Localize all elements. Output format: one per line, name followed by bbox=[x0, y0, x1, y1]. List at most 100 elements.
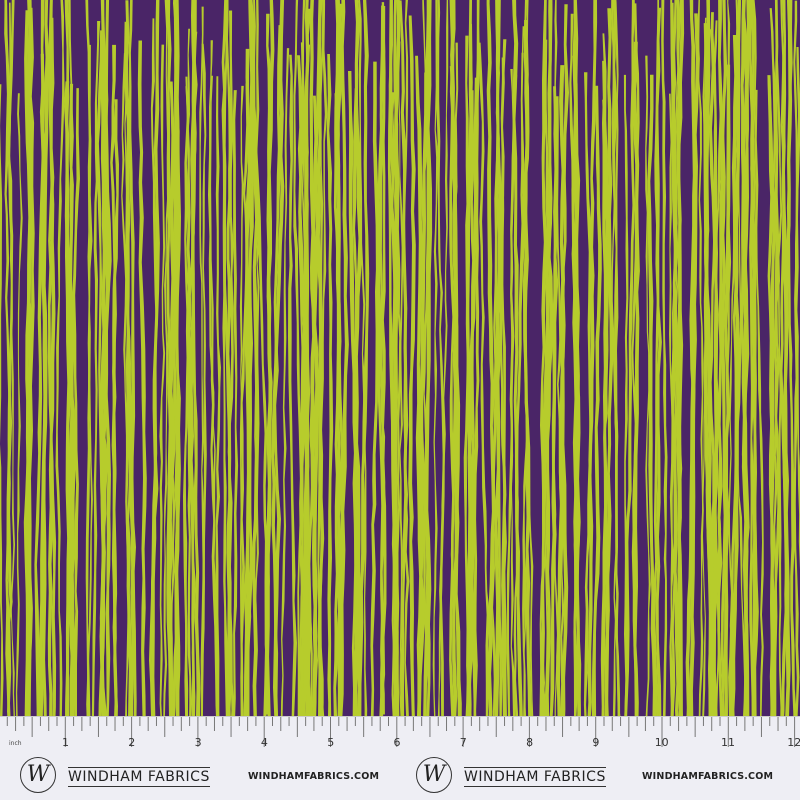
fabric-stripe bbox=[750, 0, 759, 716]
website: WINDHAMFABRICS.COM bbox=[642, 771, 774, 782]
fabric-stripe bbox=[422, 0, 430, 716]
fabric-stripe bbox=[27, 7, 35, 716]
ruler-number: 1 bbox=[62, 736, 69, 749]
fabric-stripe bbox=[549, 96, 559, 716]
fabric-stripe bbox=[539, 39, 550, 716]
windham-logo-icon: W bbox=[20, 757, 56, 793]
fabric-stripe bbox=[728, 0, 739, 716]
fabric-stripe bbox=[432, 0, 439, 716]
fabric-stripe bbox=[215, 76, 221, 716]
ruler-number: 3 bbox=[194, 736, 202, 749]
fabric-stripe bbox=[55, 0, 65, 716]
fabric-stripe bbox=[569, 13, 578, 716]
fabric-stripe bbox=[336, 3, 342, 716]
fabric-stripe bbox=[226, 10, 234, 716]
fabric-stripe bbox=[669, 0, 682, 716]
fabric-stripe bbox=[670, 0, 678, 716]
fabric-stripe bbox=[271, 0, 285, 716]
fabric-stripe bbox=[523, 20, 532, 716]
ruler-number: 9 bbox=[592, 736, 600, 749]
fabric-stripe bbox=[243, 48, 252, 716]
fabric-stripe bbox=[47, 0, 56, 716]
fabric-stripe bbox=[249, 0, 260, 716]
fabric-stripe bbox=[124, 21, 132, 716]
fabric-stripe bbox=[34, 0, 45, 716]
fabric-stripe bbox=[91, 21, 101, 716]
fabric-stripe bbox=[506, 75, 518, 716]
fabric-stripe bbox=[670, 2, 680, 716]
fabric-stripe bbox=[450, 42, 459, 716]
fabric-stripe bbox=[541, 0, 548, 716]
fabric-stripe bbox=[437, 0, 449, 716]
fabric-stripe bbox=[512, 0, 523, 716]
fabric-stripe bbox=[326, 54, 334, 716]
fabric-stripe bbox=[293, 0, 303, 716]
ruler-number: 2 bbox=[128, 736, 136, 749]
fabric-stripe bbox=[631, 3, 640, 716]
fabric-stripe bbox=[299, 42, 308, 716]
fabric-stripe bbox=[697, 0, 704, 716]
fabric-stripe bbox=[357, 0, 370, 716]
fabric-stripe bbox=[309, 0, 318, 716]
fabric-stripe bbox=[255, 0, 269, 715]
fabric-stripe bbox=[317, 0, 326, 716]
fabric-stripe bbox=[246, 72, 254, 716]
ruler-number: 5 bbox=[327, 736, 335, 749]
fabric-stripe bbox=[370, 61, 380, 716]
fabric-stripe bbox=[767, 75, 776, 716]
fabric-stripe bbox=[591, 85, 602, 716]
fabric-stripe bbox=[754, 89, 764, 716]
fabric-stripe bbox=[208, 40, 220, 716]
fabric-stripe bbox=[704, 0, 716, 716]
fabric-stripe bbox=[86, 44, 93, 716]
fabric-stripe bbox=[556, 4, 569, 716]
fabric-stripe bbox=[38, 0, 50, 716]
fabric-stripe bbox=[4, 0, 13, 716]
fabric-stripe bbox=[645, 55, 651, 716]
fabric-stripe bbox=[128, 0, 137, 716]
ruler-number: 7 bbox=[459, 736, 467, 749]
fabric-stripe bbox=[417, 0, 430, 716]
fabric-stripe bbox=[263, 13, 272, 716]
fabric-stripe bbox=[110, 44, 118, 716]
fabric-stripe bbox=[675, 0, 684, 716]
fabric-stripe bbox=[486, 0, 495, 716]
fabric-stripe bbox=[172, 0, 180, 716]
fabric-stripe bbox=[288, 54, 297, 716]
fabric-stripe bbox=[602, 60, 610, 716]
fabric-stripe bbox=[221, 0, 229, 716]
fabric-stripe bbox=[583, 72, 593, 716]
fabric-stripe bbox=[669, 93, 674, 716]
fabric-stripe bbox=[273, 25, 282, 716]
fabric-stripe bbox=[520, 26, 529, 716]
fabric-stripe bbox=[661, 0, 668, 716]
unit-label: inch bbox=[9, 740, 22, 747]
fabric-stripe bbox=[572, 0, 582, 716]
fabric-stripe bbox=[632, 41, 640, 716]
fabric-stripe bbox=[793, 0, 800, 570]
fabric-stripe bbox=[477, 42, 490, 716]
fabric-stripe bbox=[653, 0, 661, 716]
fabric-stripe bbox=[183, 86, 190, 716]
fabric-stripe bbox=[302, 44, 311, 716]
fabric-stripe bbox=[473, 0, 480, 716]
ruler-number: 8 bbox=[526, 736, 534, 749]
fabric-stripe bbox=[494, 0, 503, 716]
fabric-stripe bbox=[623, 74, 629, 716]
fabric-stripe bbox=[773, 0, 781, 716]
fabric-stripe bbox=[159, 44, 166, 716]
fabric-stripe bbox=[523, 0, 534, 716]
fabric-stripe bbox=[708, 12, 719, 716]
ruler-number: 12 bbox=[787, 736, 800, 749]
fabric-stripe bbox=[449, 0, 462, 716]
fabric-stripe bbox=[166, 0, 173, 716]
fabric-stripe bbox=[540, 0, 547, 716]
windham-logo-icon: W bbox=[416, 757, 452, 793]
fabric-stripe bbox=[377, 5, 384, 716]
fabric-stripe bbox=[544, 0, 552, 716]
fabric-stripe bbox=[611, 0, 621, 716]
fabric-stripe bbox=[722, 0, 732, 716]
fabric-stripe bbox=[775, 38, 783, 716]
fabric-stripe bbox=[317, 0, 325, 716]
fabric-stripe bbox=[222, 0, 233, 716]
